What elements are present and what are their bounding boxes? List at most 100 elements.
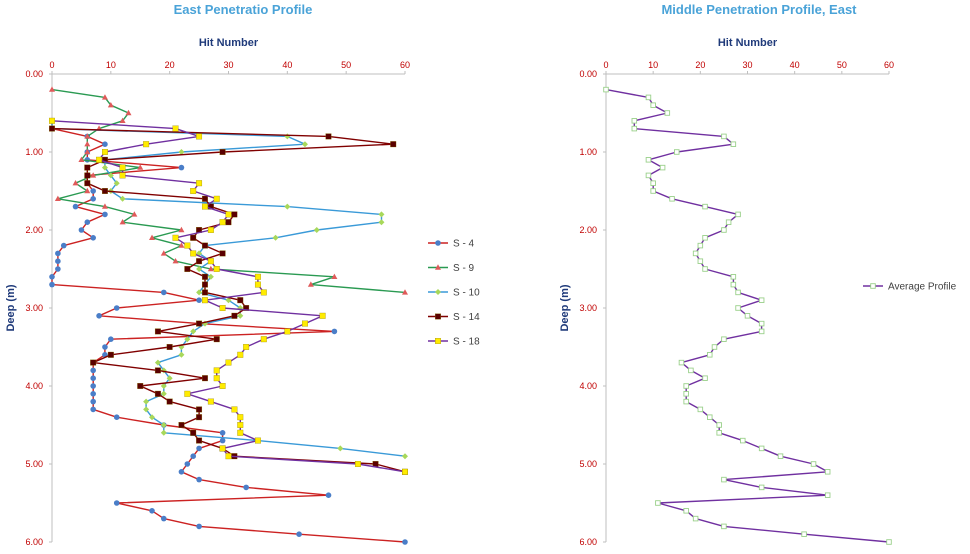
data-point xyxy=(178,226,185,233)
data-point xyxy=(219,219,226,226)
data-point xyxy=(90,367,96,374)
data-point xyxy=(678,359,685,366)
data-point xyxy=(54,195,61,201)
data-point xyxy=(237,351,244,358)
data-point xyxy=(119,164,126,171)
data-point xyxy=(96,156,103,163)
data-point xyxy=(119,172,126,179)
y-axis-title: Deep (m) xyxy=(5,284,17,331)
data-point xyxy=(196,258,203,265)
chart-title: East Penetratio Profile xyxy=(174,2,313,17)
data-point xyxy=(96,313,102,319)
data-point xyxy=(824,469,831,475)
data-point xyxy=(149,414,156,421)
data-point xyxy=(674,149,680,155)
data-point xyxy=(184,336,191,343)
data-point xyxy=(824,492,831,498)
data-point xyxy=(650,102,656,108)
data-point xyxy=(113,500,120,506)
data-point xyxy=(143,141,150,148)
legend-label: S - 9 xyxy=(453,263,475,274)
y-tick-label: 6.00 xyxy=(579,537,597,547)
data-point xyxy=(190,188,197,194)
data-point xyxy=(378,211,385,218)
x-tick-label: 60 xyxy=(400,60,410,70)
data-point xyxy=(655,500,661,506)
x-tick-label: 20 xyxy=(165,60,175,70)
data-point xyxy=(664,110,671,116)
data-point xyxy=(84,141,91,147)
data-point xyxy=(207,227,214,233)
data-point xyxy=(202,195,208,202)
y-tick-label: 5.00 xyxy=(25,459,43,469)
data-point xyxy=(143,406,150,413)
data-point xyxy=(702,266,708,272)
data-point xyxy=(184,242,191,249)
y-tick-label: 3.00 xyxy=(25,303,43,313)
data-point xyxy=(172,234,179,241)
data-point xyxy=(688,367,694,374)
data-point xyxy=(758,328,765,335)
data-point xyxy=(166,344,173,350)
data-point xyxy=(801,531,807,537)
y-tick-label: 1.00 xyxy=(25,147,43,157)
data-point xyxy=(84,172,91,179)
data-point xyxy=(645,157,652,163)
data-point xyxy=(119,195,126,202)
data-point xyxy=(154,367,161,374)
data-point xyxy=(166,375,173,382)
data-point xyxy=(172,258,179,264)
data-point xyxy=(697,258,704,264)
data-point xyxy=(631,118,638,124)
data-point xyxy=(260,336,267,343)
data-point xyxy=(166,398,173,405)
data-point xyxy=(213,336,220,343)
data-point xyxy=(354,461,361,467)
legend-entry: S - 9 xyxy=(428,263,475,274)
data-point xyxy=(219,250,226,257)
data-point xyxy=(102,188,108,194)
data-point xyxy=(254,281,261,288)
data-point xyxy=(102,344,108,350)
y-tick-label: 3.00 xyxy=(579,303,597,313)
data-point xyxy=(137,383,144,389)
data-point xyxy=(284,328,291,335)
east-penetration-chart: East Penetratio Profile Hit Number Deep (m… xyxy=(5,2,480,547)
middle-penetration-chart: Middle Penetration Profile, East Hit Numb… xyxy=(559,2,957,547)
data-point xyxy=(196,266,203,272)
data-point xyxy=(90,196,96,202)
y-tick-label: 0.00 xyxy=(579,69,597,79)
x-axis-title: Hit Number xyxy=(199,37,259,49)
data-point xyxy=(202,297,208,304)
legend-entry: S - 10 xyxy=(428,288,480,299)
data-point xyxy=(744,313,751,319)
data-point xyxy=(758,445,765,452)
x-tick-label: 50 xyxy=(341,60,351,70)
data-point xyxy=(90,375,96,382)
data-point xyxy=(721,227,727,233)
data-point xyxy=(284,203,291,210)
y-tick-label: 4.00 xyxy=(579,381,597,391)
x-tick-label: 20 xyxy=(695,60,705,70)
data-point xyxy=(225,359,232,366)
y-tick-label: 4.00 xyxy=(25,381,43,391)
x-tick-label: 50 xyxy=(837,60,847,70)
series-s-4 xyxy=(49,118,408,545)
data-point xyxy=(735,289,741,296)
data-point xyxy=(254,437,261,444)
data-point xyxy=(730,141,737,147)
data-point xyxy=(196,133,203,140)
chart-title: Middle Penetration Profile, East xyxy=(661,2,857,17)
data-point xyxy=(190,453,196,460)
data-point xyxy=(725,219,732,225)
data-point xyxy=(108,336,114,343)
data-point xyxy=(711,344,718,350)
data-point xyxy=(631,125,638,132)
data-point xyxy=(307,281,314,287)
data-point xyxy=(196,297,202,304)
data-point xyxy=(101,164,108,171)
x-tick-label: 30 xyxy=(742,60,752,70)
data-point xyxy=(84,219,91,225)
data-point xyxy=(113,305,120,311)
data-point xyxy=(284,133,291,140)
